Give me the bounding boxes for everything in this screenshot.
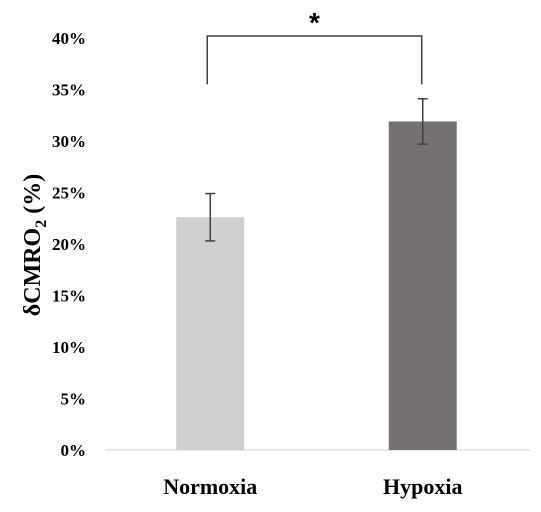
y-tick-label: 0%: [61, 441, 87, 460]
svg-text:δCMRO2 (%): δCMRO2 (%): [20, 174, 50, 316]
y-tick-label: 15%: [52, 287, 86, 306]
y-tick-label: 40%: [52, 29, 86, 48]
x-category-label: Hypoxia: [383, 474, 462, 499]
significance-bracket: *: [206, 7, 423, 85]
bar-hypoxia: [388, 121, 457, 451]
y-tick-label: 20%: [52, 235, 86, 254]
y-tick-label: 5%: [61, 390, 87, 409]
bar-normoxia: [176, 217, 245, 450]
error-bar-hypoxia: [417, 98, 428, 145]
y-tick-label: 35%: [52, 81, 86, 100]
y-axis-label-subscript: 2: [33, 220, 50, 228]
y-axis-label-unit: (%): [20, 174, 46, 220]
y-tick-label: 25%: [52, 184, 86, 203]
bars: [176, 121, 457, 451]
significance-star: *: [309, 7, 320, 38]
y-axis-label: δCMRO2 (%): [20, 174, 50, 316]
y-tick-label: 10%: [52, 338, 86, 357]
significance-bracket-line: [206, 35, 423, 85]
error-bars: [205, 98, 428, 242]
error-bar-normoxia: [205, 192, 216, 242]
y-axis-label-main: δCMRO: [20, 228, 46, 316]
category-labels: Normoxia Hypoxia: [163, 474, 462, 499]
x-category-label: Normoxia: [163, 474, 257, 499]
y-tick-label: 30%: [52, 132, 86, 151]
y-axis-ticks: 0% 5% 10% 15% 20% 25% 30% 35% 40%: [52, 29, 86, 460]
